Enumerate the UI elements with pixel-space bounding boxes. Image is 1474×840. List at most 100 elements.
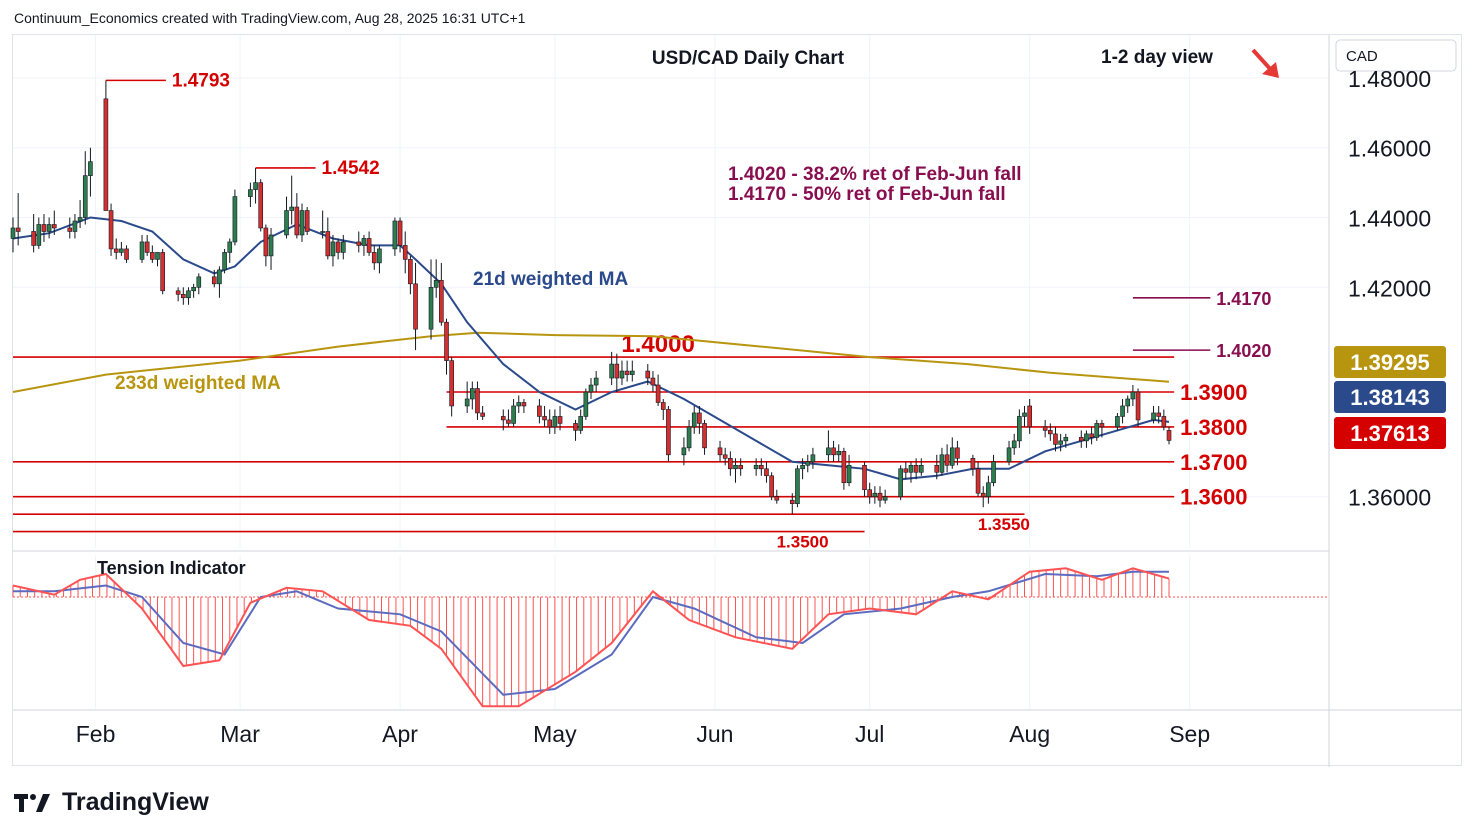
candle bbox=[371, 245, 377, 270]
candle-body bbox=[211, 276, 217, 285]
candle-body bbox=[1048, 430, 1053, 435]
candle-body bbox=[1125, 398, 1131, 407]
candle-body bbox=[991, 461, 996, 484]
candle-body bbox=[1161, 416, 1167, 428]
candle-body bbox=[1017, 416, 1022, 442]
candle-body bbox=[155, 252, 160, 260]
currency-button[interactable]: CAD bbox=[1335, 39, 1457, 72]
candle bbox=[862, 461, 867, 497]
candle-body bbox=[67, 227, 73, 232]
candle bbox=[1099, 419, 1105, 438]
currency-button-box[interactable] bbox=[1335, 39, 1457, 72]
candle-body bbox=[77, 217, 83, 222]
currency-label[interactable]: CAD bbox=[1346, 48, 1378, 65]
candle-body bbox=[1135, 391, 1141, 421]
candle-body bbox=[826, 447, 831, 456]
candle bbox=[248, 182, 253, 208]
candle bbox=[516, 395, 522, 413]
candle bbox=[903, 461, 909, 480]
candle bbox=[1022, 405, 1027, 427]
candle bbox=[366, 231, 372, 256]
price-badge-label: 1.37613 bbox=[1350, 421, 1430, 446]
candle-body bbox=[552, 416, 558, 428]
candle bbox=[800, 458, 805, 480]
x-tick-label: Jul bbox=[855, 721, 884, 747]
candle-body bbox=[872, 492, 878, 498]
candle bbox=[583, 388, 589, 420]
candle-body bbox=[439, 280, 444, 323]
candle bbox=[181, 287, 186, 305]
candle bbox=[846, 454, 852, 487]
candle-body bbox=[537, 405, 542, 417]
price-badge bbox=[1334, 346, 1446, 378]
candle-body bbox=[82, 175, 88, 218]
candle bbox=[728, 451, 733, 476]
candle-body bbox=[217, 269, 222, 285]
candle bbox=[593, 371, 599, 393]
candle-body bbox=[753, 464, 759, 470]
candle-body bbox=[475, 388, 480, 414]
candle bbox=[500, 409, 506, 431]
candle-body bbox=[759, 464, 764, 470]
candle-body bbox=[392, 220, 398, 250]
tension-label: Tension Indicator bbox=[97, 558, 246, 578]
view-label: 1-2 day view bbox=[1101, 47, 1213, 68]
down-right-arrow-icon bbox=[1251, 48, 1279, 78]
candle bbox=[413, 262, 418, 351]
candle bbox=[1120, 398, 1125, 424]
candle bbox=[691, 405, 697, 434]
candle-body bbox=[583, 391, 589, 417]
candle-body bbox=[686, 426, 692, 449]
candle bbox=[769, 472, 774, 501]
candle-body bbox=[108, 210, 114, 250]
candle-body bbox=[320, 231, 325, 233]
candle bbox=[542, 405, 547, 427]
candle-body bbox=[449, 360, 454, 407]
tradingview-logo-text: TradingView bbox=[62, 788, 209, 816]
candle bbox=[614, 353, 620, 393]
candle-body bbox=[506, 419, 511, 424]
candle-body bbox=[139, 241, 145, 260]
candle bbox=[444, 318, 449, 375]
candle bbox=[882, 489, 888, 504]
candles bbox=[10, 80, 1172, 515]
candle-body bbox=[232, 196, 238, 243]
level-label: 1.3500 bbox=[777, 533, 829, 552]
candle bbox=[72, 214, 78, 239]
candle bbox=[1161, 409, 1167, 431]
candle-body bbox=[898, 468, 903, 498]
candle bbox=[975, 461, 981, 497]
grid bbox=[13, 35, 1329, 709]
candle-body bbox=[377, 248, 382, 264]
candle-body bbox=[1115, 416, 1120, 428]
candle bbox=[547, 409, 553, 434]
candle bbox=[521, 398, 527, 413]
candle bbox=[480, 405, 485, 420]
candle-body bbox=[196, 276, 202, 288]
candle-body bbox=[397, 220, 403, 246]
candle bbox=[268, 227, 274, 270]
candle bbox=[119, 241, 124, 256]
price-badges: 1.39295 1.38143 1.37613 bbox=[1334, 346, 1446, 449]
candle-body bbox=[253, 182, 258, 190]
candle bbox=[408, 255, 413, 295]
candle bbox=[980, 486, 986, 508]
candle bbox=[1094, 419, 1100, 441]
tradingview-logo[interactable]: TradingView bbox=[14, 788, 209, 817]
candle-body bbox=[428, 287, 434, 330]
candle-body bbox=[1006, 447, 1012, 463]
candle bbox=[573, 419, 578, 441]
candle bbox=[655, 374, 661, 406]
candle bbox=[939, 447, 945, 476]
candle-body bbox=[258, 182, 264, 229]
candle bbox=[1063, 433, 1069, 448]
y-tick-label: 1.36000 bbox=[1348, 485, 1431, 511]
candle bbox=[211, 269, 217, 288]
candle-body bbox=[340, 241, 346, 253]
candle bbox=[986, 475, 991, 504]
candle bbox=[88, 147, 93, 197]
candle-body bbox=[624, 370, 630, 375]
candle-body bbox=[124, 248, 129, 260]
candle bbox=[774, 489, 780, 504]
